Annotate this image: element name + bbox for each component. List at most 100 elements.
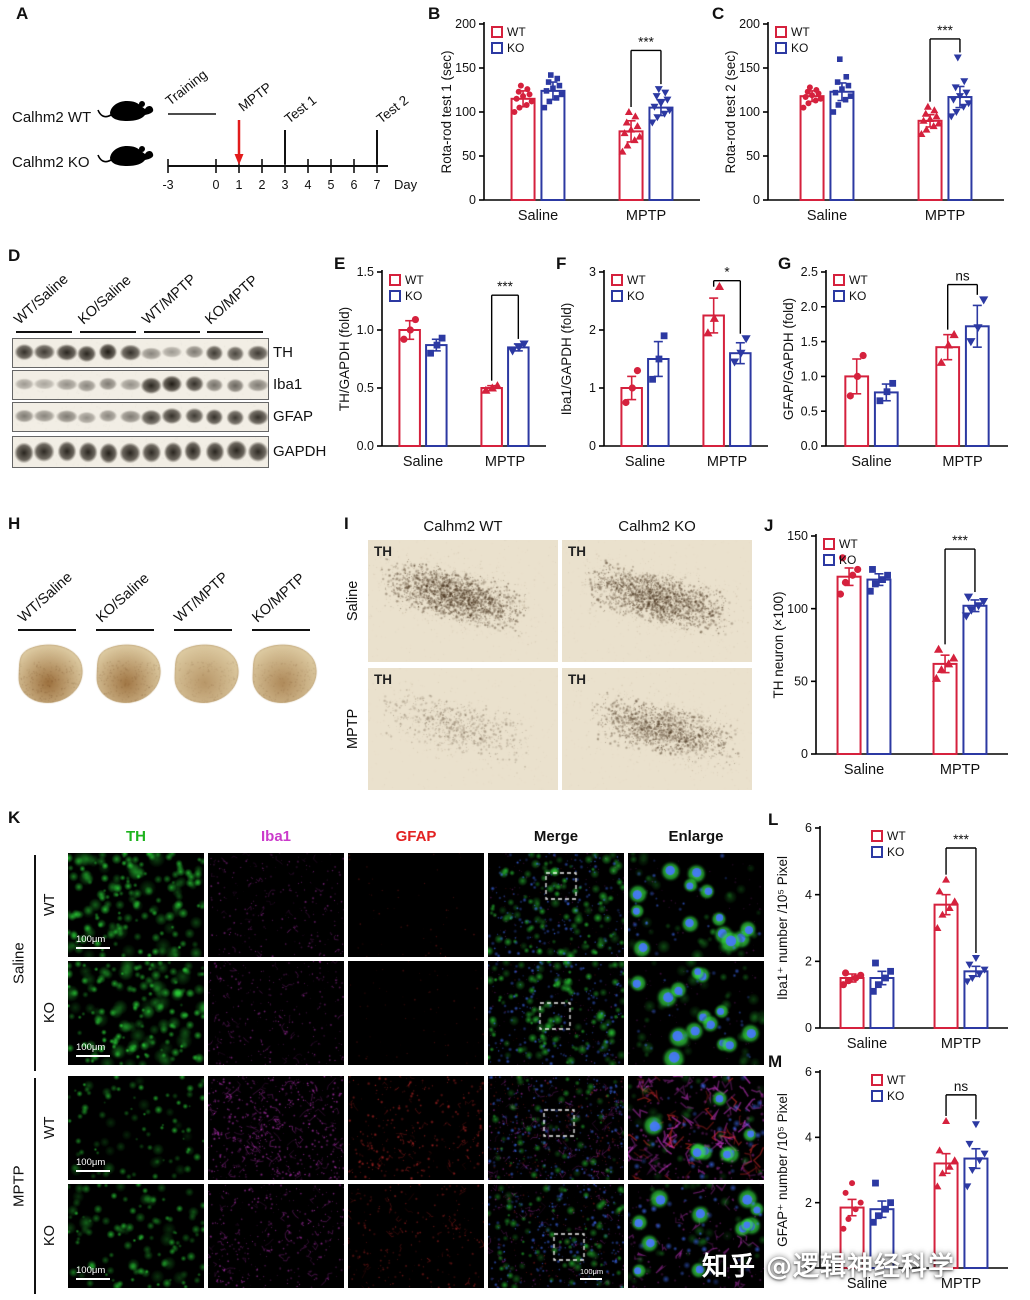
panelK-group-line: [34, 855, 36, 1071]
chart-rotarod-test1: 0 50 100 150 200 Rota-rod test 1 (sec) Saline M…: [439, 17, 700, 224]
svg-text:MPTP: MPTP: [940, 762, 980, 778]
svg-text:Saline: Saline: [807, 208, 847, 224]
fluor-gfap-r0: [348, 853, 484, 957]
svg-text:WT: WT: [849, 273, 868, 287]
panel-label-f: F: [556, 254, 567, 273]
svg-text:1.5: 1.5: [357, 265, 374, 279]
section-label: WT/Saline: [15, 569, 76, 626]
svg-text:0: 0: [589, 439, 596, 453]
svg-text:Saline: Saline: [847, 1276, 887, 1292]
svg-text:Saline: Saline: [844, 762, 884, 778]
blot-lane-label: KO/MPTP: [202, 272, 262, 328]
svg-text:3: 3: [589, 265, 596, 279]
svg-text:150: 150: [787, 529, 808, 543]
svg-text:-3: -3: [162, 178, 173, 192]
panel-label-c: C: [712, 4, 725, 23]
blot-strip-th: [12, 338, 269, 368]
svg-text:MPTP: MPTP: [941, 1276, 981, 1292]
brain-section-1: [92, 642, 164, 704]
panel-label-e: E: [334, 254, 346, 273]
stain-label: TH: [374, 672, 392, 687]
svg-text:KO: KO: [887, 1089, 904, 1103]
blot-group-line: [143, 331, 200, 333]
svg-text:GFAP⁺ number /10⁵ Pixel: GFAP⁺ number /10⁵ Pixel: [775, 1093, 790, 1247]
panelK-col-header-enlarge: Enlarge: [668, 828, 724, 845]
svg-text:1: 1: [236, 178, 243, 192]
panel-label-k: K: [8, 808, 21, 827]
panelK-row-label: WT: [42, 1116, 58, 1140]
svg-text:200: 200: [455, 17, 476, 31]
svg-text:MPTP: MPTP: [941, 1036, 981, 1052]
svg-text:1: 1: [589, 381, 596, 395]
blot-strip-gapdh: [12, 436, 269, 468]
blot-row-label: Iba1: [273, 376, 303, 393]
fluor-iba1-r3: [208, 1184, 344, 1288]
svg-text:0: 0: [801, 747, 808, 761]
brain-section-2: [170, 642, 242, 704]
blot-lane-label: WT/MPTP: [138, 271, 200, 328]
svg-text:0.0: 0.0: [801, 439, 818, 453]
svg-text:2: 2: [805, 955, 812, 969]
svg-text:MPTP: MPTP: [925, 208, 965, 224]
svg-text:***: ***: [497, 279, 514, 294]
svg-text:***: ***: [638, 34, 655, 49]
scale-bar: 100μm: [76, 1042, 110, 1058]
mouse-icon: [97, 101, 154, 121]
svg-text:2: 2: [805, 1196, 812, 1210]
svg-text:4: 4: [805, 1131, 812, 1145]
panel-label-d: D: [8, 246, 21, 265]
chart-rotarod-test2: 0 50 100 150 200 Rota-rod test 2 (sec) Saline M…: [723, 17, 1004, 224]
svg-text:KO: KO: [405, 289, 422, 303]
stain-label: TH: [568, 672, 586, 687]
chart-iba1-gapdh: 0 1 2 3 Iba1/GAPDH (fold) Saline MPTP WT KO *: [559, 265, 768, 470]
fluor-th-r3: [68, 1184, 204, 1288]
panelK-row-label: KO: [42, 1225, 58, 1247]
svg-text:0: 0: [469, 193, 476, 207]
svg-text:KO: KO: [849, 289, 866, 303]
blot-row-label: GFAP: [273, 408, 314, 425]
fluor-merge-r0: [488, 853, 624, 957]
scale-bar: 100μm: [76, 934, 110, 950]
panelK-row-label: WT: [42, 893, 58, 917]
svg-text:0: 0: [805, 1021, 812, 1035]
fluor-th-r2: [68, 1076, 204, 1180]
mouse-icon: [97, 146, 154, 166]
svg-text:0.5: 0.5: [801, 404, 818, 418]
panel-label-g: G: [778, 254, 792, 273]
fluor-enlarge-r3: [628, 1184, 764, 1288]
svg-text:1.5: 1.5: [801, 335, 818, 349]
svg-text:ns: ns: [954, 1079, 969, 1094]
svg-text:KO: KO: [791, 41, 808, 55]
scale-bar: 100μm: [76, 1265, 110, 1281]
chart-gfap-number: 0 2 4 6 GFAP⁺ number /10⁵ Pixel Saline MPTP WT K…: [775, 1065, 1008, 1292]
svg-text:50: 50: [746, 149, 760, 163]
svg-text:Test 2: Test 2: [374, 92, 412, 126]
svg-text:***: ***: [952, 533, 969, 548]
svg-text:*: *: [724, 265, 730, 280]
section-line: [96, 629, 154, 631]
dab-image-0: [368, 540, 558, 662]
dab-image-1: [562, 540, 752, 662]
svg-text:150: 150: [455, 61, 476, 75]
svg-text:3: 3: [282, 178, 289, 192]
svg-text:200: 200: [739, 17, 760, 31]
svg-text:150: 150: [739, 61, 760, 75]
svg-text:WT: WT: [405, 273, 424, 287]
stain-label: TH: [568, 544, 586, 559]
svg-text:6: 6: [805, 1065, 812, 1079]
svg-text:6: 6: [805, 821, 812, 835]
panel-label-h: H: [8, 514, 21, 533]
panelI-row-label: MPTP: [345, 708, 361, 750]
svg-text:4: 4: [305, 178, 312, 192]
svg-text:WT: WT: [507, 25, 526, 39]
svg-text:MPTP: MPTP: [626, 208, 666, 224]
svg-text:TH neuron (×100): TH neuron (×100): [771, 592, 786, 699]
panelK-group-line: [34, 1078, 36, 1294]
brain-section-0: [14, 642, 86, 704]
svg-text:0: 0: [753, 193, 760, 207]
fluor-th-r1: [68, 961, 204, 1065]
panelK-group-label: MPTP: [10, 1165, 28, 1207]
svg-text:50: 50: [794, 675, 808, 689]
blot-group-line: [207, 331, 264, 333]
svg-text:TH/GAPDH (fold): TH/GAPDH (fold): [337, 307, 352, 411]
